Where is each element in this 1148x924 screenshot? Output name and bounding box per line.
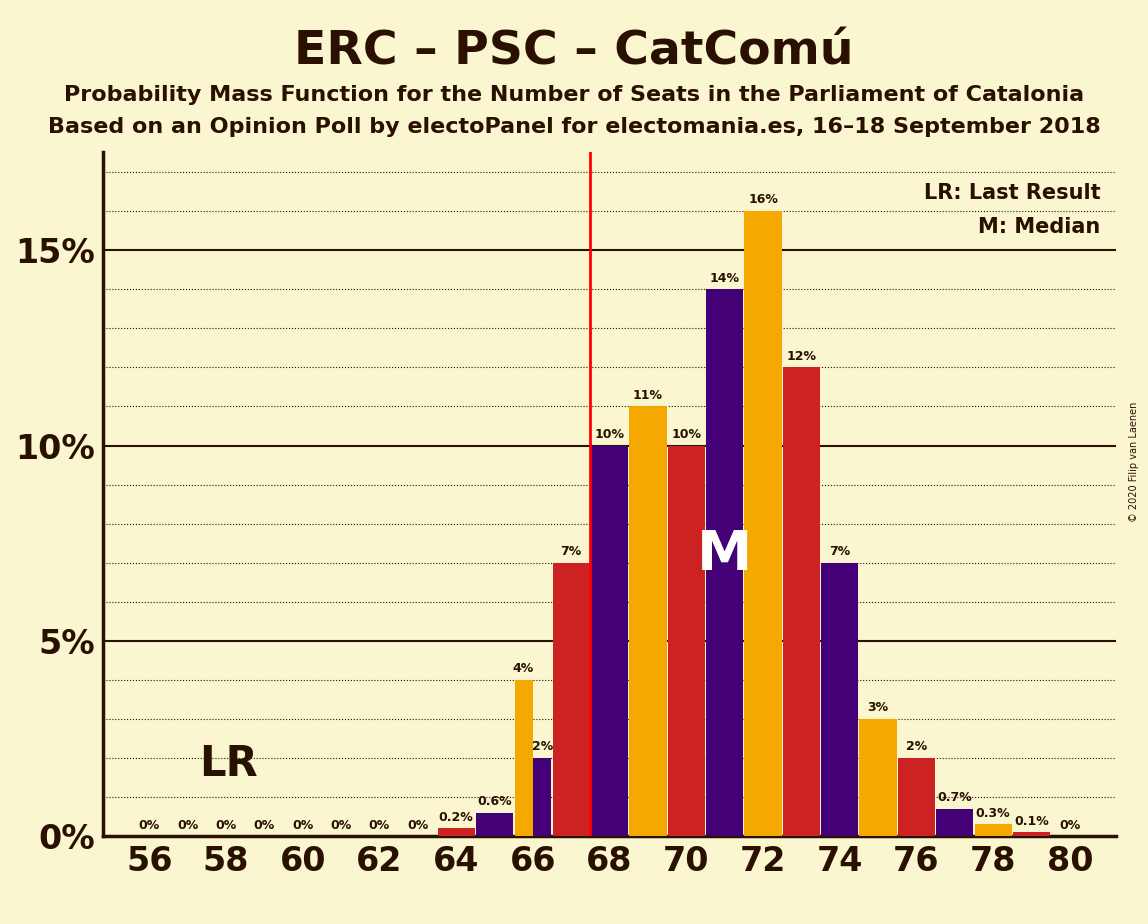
Bar bbox=[783, 368, 820, 836]
Bar bbox=[476, 813, 513, 836]
Bar bbox=[898, 758, 934, 836]
Text: 0.3%: 0.3% bbox=[976, 807, 1010, 820]
Text: 0%: 0% bbox=[331, 819, 351, 832]
Text: 12%: 12% bbox=[786, 349, 816, 362]
Text: 7%: 7% bbox=[560, 545, 582, 558]
Text: 0%: 0% bbox=[216, 819, 236, 832]
Text: Based on an Opinion Poll by electoPanel for electomania.es, 16–18 September 2018: Based on an Opinion Poll by electoPanel … bbox=[47, 117, 1101, 138]
Text: 16%: 16% bbox=[748, 193, 778, 206]
Text: 2%: 2% bbox=[906, 740, 928, 753]
Text: 0.6%: 0.6% bbox=[478, 795, 512, 808]
Text: LR: LR bbox=[200, 743, 258, 784]
Bar bbox=[1013, 833, 1050, 836]
Text: ERC – PSC – CatComú: ERC – PSC – CatComú bbox=[294, 30, 854, 75]
Text: M: M bbox=[697, 528, 752, 582]
Text: 0.7%: 0.7% bbox=[938, 791, 972, 804]
Bar bbox=[533, 758, 551, 836]
Bar bbox=[975, 824, 1011, 836]
Bar bbox=[860, 719, 897, 836]
Bar bbox=[821, 563, 859, 836]
Bar bbox=[744, 211, 782, 836]
Text: 2%: 2% bbox=[532, 740, 553, 753]
Text: 7%: 7% bbox=[829, 545, 851, 558]
Text: Probability Mass Function for the Number of Seats in the Parliament of Catalonia: Probability Mass Function for the Number… bbox=[64, 85, 1084, 105]
Text: 11%: 11% bbox=[633, 389, 662, 402]
Text: LR: Last Result: LR: Last Result bbox=[924, 183, 1101, 203]
Bar bbox=[591, 445, 628, 836]
Text: © 2020 Filip van Laenen: © 2020 Filip van Laenen bbox=[1128, 402, 1139, 522]
Text: 0.1%: 0.1% bbox=[1014, 815, 1049, 828]
Text: 0%: 0% bbox=[1060, 819, 1080, 832]
Text: 0%: 0% bbox=[292, 819, 313, 832]
Text: 0.2%: 0.2% bbox=[439, 810, 473, 823]
Text: 3%: 3% bbox=[868, 701, 889, 714]
Bar bbox=[936, 808, 974, 836]
Bar bbox=[514, 680, 533, 836]
Text: 0%: 0% bbox=[369, 819, 390, 832]
Text: 0%: 0% bbox=[177, 819, 199, 832]
Text: 4%: 4% bbox=[513, 663, 534, 675]
Text: 10%: 10% bbox=[672, 428, 701, 441]
Text: M: Median: M: Median bbox=[978, 217, 1101, 237]
Text: 10%: 10% bbox=[595, 428, 625, 441]
Text: 0%: 0% bbox=[139, 819, 160, 832]
Bar bbox=[437, 829, 475, 836]
Text: 0%: 0% bbox=[254, 819, 276, 832]
Text: 0%: 0% bbox=[408, 819, 428, 832]
Bar bbox=[706, 289, 743, 836]
Bar bbox=[668, 445, 705, 836]
Bar bbox=[629, 407, 667, 836]
Bar bbox=[552, 563, 590, 836]
Text: 14%: 14% bbox=[709, 272, 739, 285]
